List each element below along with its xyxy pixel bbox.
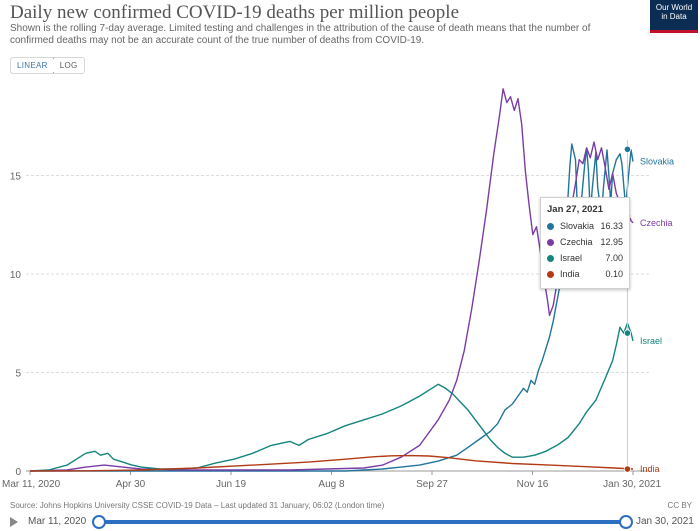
series-line-israel bbox=[29, 322, 634, 472]
india-dot-icon bbox=[547, 270, 554, 278]
y-tick-label: 5 bbox=[15, 369, 21, 380]
czechia-dot-icon bbox=[547, 238, 554, 246]
x-tick-label: Jan 30, 2021 bbox=[603, 479, 661, 490]
play-icon[interactable] bbox=[10, 517, 18, 527]
series-label-israel: Israel bbox=[640, 336, 662, 346]
series-label-slovakia: Slovakia bbox=[640, 157, 674, 167]
x-tick-label: Jun 19 bbox=[216, 479, 246, 490]
logo-line-2: in Data bbox=[661, 12, 687, 21]
israel-dot-icon bbox=[547, 254, 554, 262]
x-tick-label: Mar 11, 2020 bbox=[2, 479, 61, 490]
series-line-czechia bbox=[29, 88, 634, 472]
timeline-slider[interactable]: Mar 11, 2020 Jan 30, 2021 bbox=[0, 515, 700, 531]
y-tick-label: 10 bbox=[10, 270, 22, 281]
timeline-selected-range bbox=[98, 520, 628, 524]
series-label-czechia: Czechia bbox=[640, 218, 673, 228]
owid-logo[interactable]: Our World in Data bbox=[650, 0, 698, 33]
slovakia-dot-icon bbox=[547, 222, 554, 230]
logo-line-1: Our World bbox=[655, 3, 693, 12]
y-tick-label: 0 bbox=[15, 467, 21, 478]
scale-toggle: LINEAR LOG bbox=[10, 57, 85, 74]
timeline-start-handle[interactable] bbox=[92, 515, 106, 529]
x-axis: Mar 11, 2020 Apr 30 Jun 19 Aug 8 Sep 27 Nov 1… bbox=[2, 470, 661, 490]
tooltip-name: Czechia bbox=[560, 237, 593, 247]
hover-point-india bbox=[623, 465, 632, 473]
hover-point-israel bbox=[623, 329, 632, 337]
series-line-slovakia bbox=[30, 143, 634, 472]
tooltip-name: Slovakia bbox=[560, 221, 595, 231]
log-scale-button[interactable]: LOG bbox=[53, 58, 84, 73]
tooltip-name: India bbox=[560, 269, 580, 279]
tooltip-value: 7.00 bbox=[605, 253, 623, 263]
license-link[interactable]: CC BY bbox=[667, 501, 692, 510]
series-labels: Slovakia Czechia Israel India bbox=[640, 157, 674, 474]
timeline-start-label: Mar 11, 2020 bbox=[28, 516, 87, 527]
tooltip-value: 0.10 bbox=[605, 269, 623, 279]
tooltip-row-india: India 0.10 bbox=[541, 266, 629, 282]
chart-title: Daily new confirmed COVID-19 deaths per … bbox=[10, 2, 460, 23]
series-line-india bbox=[29, 454, 634, 472]
tooltip-row-slovakia: Slovakia 16.33 bbox=[541, 218, 629, 234]
tooltip-row-czechia: Czechia 12.95 bbox=[541, 234, 629, 250]
source-note[interactable]: Source: Johns Hopkins University CSSE CO… bbox=[10, 501, 385, 510]
x-tick-label: Sep 27 bbox=[416, 479, 448, 490]
hover-tooltip: Jan 27, 2021 Slovakia 16.33 Czechia 12.9… bbox=[540, 197, 630, 289]
series-label-india: India bbox=[640, 464, 660, 474]
timeline-end-handle[interactable] bbox=[619, 515, 633, 529]
tooltip-value: 12.95 bbox=[600, 237, 623, 247]
x-tick-label: Aug 8 bbox=[318, 479, 345, 490]
tooltip-row-israel: Israel 7.00 bbox=[541, 250, 629, 266]
timeline-end-label: Jan 30, 2021 bbox=[636, 516, 694, 527]
y-tick-label: 15 bbox=[10, 172, 22, 183]
hover-point-slovakia bbox=[623, 145, 632, 153]
tooltip-value: 16.33 bbox=[600, 221, 623, 231]
chart-subtitle: Shown is the rolling 7-day average. Limi… bbox=[10, 23, 591, 46]
x-tick-label: Nov 16 bbox=[517, 479, 549, 490]
hover-markers bbox=[623, 140, 632, 473]
tooltip-date: Jan 27, 2021 bbox=[547, 204, 603, 215]
tooltip-name: Israel bbox=[560, 253, 583, 263]
x-tick-label: Apr 30 bbox=[116, 479, 146, 490]
